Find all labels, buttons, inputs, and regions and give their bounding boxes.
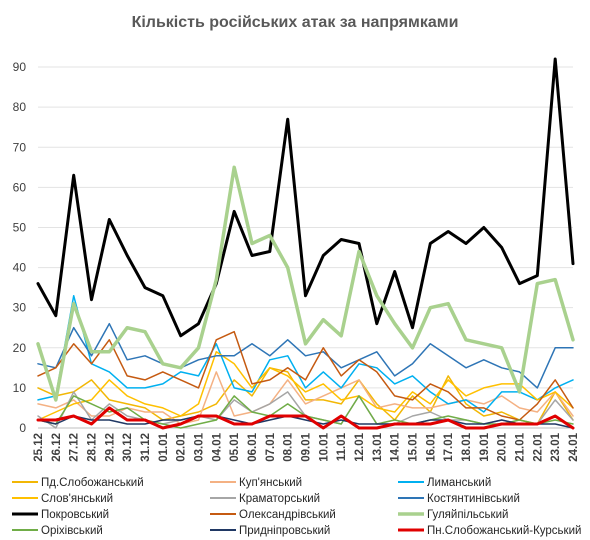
x-tick-label: 28.12 — [87, 433, 99, 462]
x-tick-label: 07.01 — [265, 432, 277, 461]
x-tick-label: 30.12 — [122, 433, 134, 462]
series-line-10 — [37, 415, 574, 429]
y-tick-label: 40 — [13, 261, 27, 275]
x-tick-label: 27.12 — [69, 433, 81, 462]
x-tick-label: 20.01 — [497, 432, 509, 461]
x-tick-label: 25.12 — [33, 433, 45, 462]
legend-label: Покровський — [41, 509, 109, 521]
x-axis-ticks: 25.12 26.12 27.12 28.12 29.12 30.12 31.12 01.01… — [33, 432, 580, 461]
y-tick-label: 70 — [13, 140, 27, 154]
series-line-8 — [36, 165, 575, 402]
x-tick-label: 19.01 — [479, 432, 491, 461]
y-tick-label: 90 — [13, 60, 27, 74]
y-tick-label: 20 — [13, 341, 27, 355]
series-line-3 — [37, 351, 574, 421]
x-tick-label: 21.01 — [515, 432, 527, 461]
series-lines — [36, 57, 575, 430]
x-tick-label: 29.12 — [104, 433, 116, 462]
x-tick-label: 31.12 — [140, 433, 152, 462]
y-tick-label: 10 — [13, 381, 27, 395]
series-line-7 — [37, 330, 574, 421]
legend-label: Куп'янський — [239, 477, 302, 489]
x-tick-label: 14.01 — [390, 432, 402, 461]
x-tick-label: 22.01 — [532, 432, 544, 461]
legend-label: Краматорський — [239, 493, 320, 505]
x-tick-label: 10.01 — [318, 432, 330, 461]
legend-label: Оріхівський — [41, 525, 103, 537]
legend-label: Пн.Слобожанський-Курський — [427, 525, 581, 537]
legend-label: Пд.Слобожанський — [41, 477, 144, 489]
y-tick-label: 80 — [13, 100, 27, 114]
legend-label: Гуляйпільський — [427, 509, 508, 521]
y-tick-label: 50 — [13, 220, 27, 234]
series-line-11 — [36, 406, 575, 430]
y-tick-label: 0 — [19, 421, 26, 435]
legend-label: Лиманський — [427, 477, 491, 489]
x-tick-label: 09.01 — [301, 432, 313, 461]
x-tick-label: 02.01 — [176, 432, 188, 461]
gridlines — [38, 66, 573, 429]
x-tick-label: 15.01 — [408, 432, 420, 461]
chart-title: Кількість російських атак за напрямками — [132, 14, 459, 31]
x-tick-label: 17.01 — [443, 432, 455, 461]
x-tick-label: 23.01 — [550, 432, 562, 461]
legend-label: Слов'янський — [41, 493, 113, 505]
legend-label: Олександрівський — [239, 509, 336, 521]
x-tick-label: 13.01 — [372, 432, 384, 461]
y-tick-label: 60 — [13, 180, 27, 194]
x-tick-label: 11.01 — [336, 432, 348, 461]
y-axis-ticks: 0 10 20 30 40 50 60 70 80 90 — [13, 60, 27, 435]
series-line-0 — [37, 367, 574, 425]
x-tick-label: 08.01 — [283, 432, 295, 461]
x-tick-label: 12.01 — [354, 432, 366, 461]
legend: Пд.Слобожанський Куп'янський Лиманський Сло… — [12, 477, 581, 537]
legend-label: Придніпровський — [239, 525, 330, 537]
x-tick-label: 18.01 — [461, 432, 473, 461]
x-tick-label: 03.01 — [194, 432, 206, 461]
x-tick-label: 05.01 — [229, 432, 241, 461]
legend-label: Костянтинівський — [427, 493, 520, 505]
x-tick-label: 24.01 — [568, 432, 580, 461]
x-tick-label: 01.01 — [158, 432, 170, 461]
series-line-5 — [37, 322, 574, 389]
series-line-2 — [37, 294, 574, 413]
x-tick-label: 04.01 — [211, 432, 223, 461]
x-tick-label: 06.01 — [247, 432, 259, 461]
x-tick-label: 26.12 — [51, 433, 63, 462]
series-line-6 — [36, 57, 575, 338]
y-tick-label: 30 — [13, 301, 27, 315]
x-tick-label: 16.01 — [425, 432, 437, 461]
